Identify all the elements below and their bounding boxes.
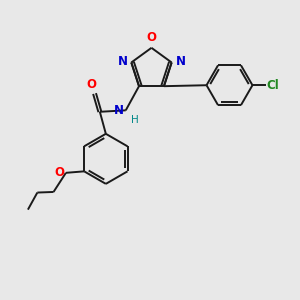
Text: H: H [131, 115, 139, 125]
Text: N: N [176, 55, 185, 68]
Text: O: O [86, 78, 96, 91]
Text: O: O [54, 166, 64, 179]
Text: N: N [114, 104, 124, 117]
Text: Cl: Cl [267, 79, 279, 92]
Text: N: N [118, 55, 128, 68]
Text: O: O [146, 31, 157, 44]
